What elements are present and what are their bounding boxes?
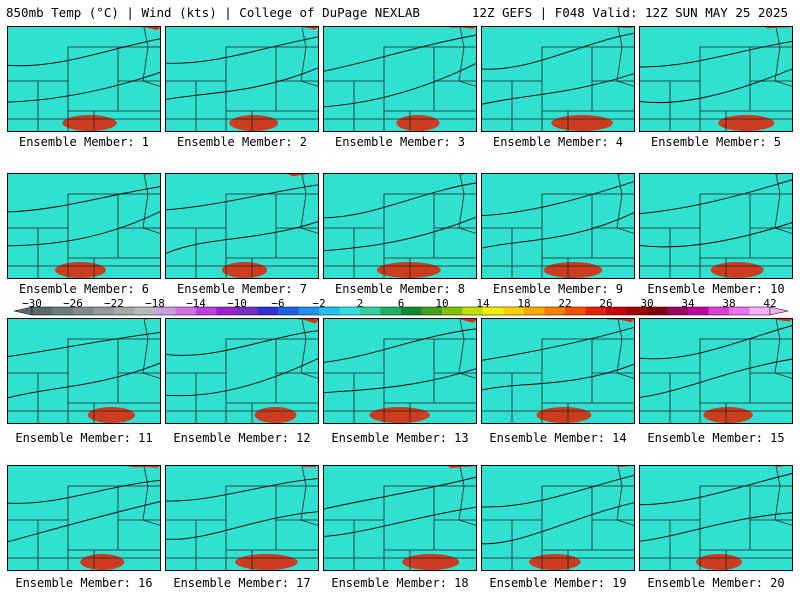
ensemble-member-label: Ensemble Member: 16 bbox=[15, 576, 153, 590]
colorbar-segment bbox=[237, 307, 258, 315]
ensemble-member-label: Ensemble Member: 20 bbox=[647, 576, 785, 590]
colorbar-tick-label: 26 bbox=[599, 297, 613, 310]
ensemble-member-map bbox=[323, 173, 477, 279]
ensemble-member-label: Ensemble Member: 8 bbox=[334, 282, 466, 296]
colorbar-tick-label: 34 bbox=[681, 297, 695, 310]
colorbar-segment bbox=[360, 307, 381, 315]
temperature-colorbar bbox=[13, 306, 789, 316]
ensemble-member-map bbox=[481, 26, 635, 132]
colorbar-segment bbox=[585, 307, 607, 315]
ensemble-member-map bbox=[481, 318, 635, 424]
ensemble-member-label: Ensemble Member: 1 bbox=[18, 135, 150, 149]
colorbar-segment bbox=[729, 307, 750, 315]
colorbar-segment bbox=[524, 307, 545, 315]
ensemble-member-label: Ensemble Member: 3 bbox=[334, 135, 466, 149]
ensemble-member-map bbox=[7, 318, 161, 424]
ensemble-member-map bbox=[639, 173, 793, 279]
ensemble-member-map bbox=[7, 26, 161, 132]
ensemble-member-label: Ensemble Member: 14 bbox=[489, 431, 627, 445]
ensemble-member-map bbox=[481, 173, 635, 279]
colorbar-tick-label: −10 bbox=[227, 297, 247, 310]
colorbar-segment bbox=[155, 307, 176, 315]
colorbar-tick-label: 6 bbox=[397, 297, 405, 310]
ensemble-member-map bbox=[165, 318, 319, 424]
colorbar-tick-label: −26 bbox=[63, 297, 83, 310]
colorbar-tick-label: 42 bbox=[763, 297, 777, 310]
ensemble-member-map bbox=[639, 26, 793, 132]
ensemble-member-map bbox=[323, 318, 477, 424]
colorbar-segment bbox=[749, 307, 771, 315]
colorbar-tick-label: 22 bbox=[558, 297, 572, 310]
colorbar-segment bbox=[93, 307, 115, 315]
ensemble-member-label: Ensemble Member: 9 bbox=[492, 282, 624, 296]
ensemble-member-map bbox=[7, 173, 161, 279]
colorbar-segment bbox=[606, 307, 627, 315]
colorbar-right-arrow bbox=[769, 306, 789, 316]
colorbar-segment bbox=[503, 307, 525, 315]
colorbar-segment bbox=[319, 307, 340, 315]
ensemble-member-label: Ensemble Member: 15 bbox=[647, 431, 785, 445]
colorbar-segment bbox=[442, 307, 463, 315]
colorbar-tick-label: −14 bbox=[186, 297, 206, 310]
colorbar-tick-label: 18 bbox=[517, 297, 531, 310]
colorbar-segment bbox=[380, 307, 402, 315]
ensemble-member-map bbox=[165, 26, 319, 132]
colorbar-tick-label: −22 bbox=[104, 297, 124, 310]
ensemble-member-label: Ensemble Member: 4 bbox=[492, 135, 624, 149]
colorbar-segment bbox=[216, 307, 238, 315]
colorbar-segment bbox=[483, 307, 504, 315]
ensemble-member-label: Ensemble Member: 11 bbox=[15, 431, 153, 445]
colorbar-segment bbox=[278, 307, 299, 315]
ensemble-member-map bbox=[323, 465, 477, 571]
colorbar-segment bbox=[257, 307, 279, 315]
colorbar-segment bbox=[73, 307, 94, 315]
colorbar-segment bbox=[114, 307, 135, 315]
colorbar-tick-label: 30 bbox=[640, 297, 654, 310]
colorbar-tick-label: 10 bbox=[435, 297, 449, 310]
colorbar-segment bbox=[544, 307, 566, 315]
colorbar-segment bbox=[688, 307, 709, 315]
colorbar-segment bbox=[708, 307, 730, 315]
header-title: 850mb Temp (°C) | Wind (kts) | College o… bbox=[6, 5, 420, 20]
ensemble-member-label: Ensemble Member: 2 bbox=[176, 135, 308, 149]
ensemble-member-label: Ensemble Member: 6 bbox=[18, 282, 150, 296]
colorbar-segment bbox=[667, 307, 689, 315]
ensemble-member-label: Ensemble Member: 19 bbox=[489, 576, 627, 590]
ensemble-member-map bbox=[323, 26, 477, 132]
colorbar-segment bbox=[626, 307, 648, 315]
ensemble-member-map bbox=[7, 465, 161, 571]
ensemble-member-label: Ensemble Member: 7 bbox=[176, 282, 308, 296]
ensemble-member-label: Ensemble Member: 13 bbox=[331, 431, 469, 445]
colorbar-tick-label: 38 bbox=[722, 297, 736, 310]
colorbar-segment bbox=[421, 307, 443, 315]
colorbar-tick-label: 2 bbox=[356, 297, 364, 310]
colorbar-segment bbox=[565, 307, 586, 315]
colorbar-segment bbox=[298, 307, 320, 315]
colorbar-segment bbox=[196, 307, 217, 315]
ensemble-member-map bbox=[165, 465, 319, 571]
colorbar-tick-label: −6 bbox=[271, 297, 285, 310]
ensemble-member-label: Ensemble Member: 18 bbox=[331, 576, 469, 590]
colorbar-segment bbox=[52, 307, 74, 315]
ensemble-member-map bbox=[639, 318, 793, 424]
colorbar-segment bbox=[401, 307, 422, 315]
ensemble-member-map bbox=[165, 173, 319, 279]
colorbar-segment bbox=[175, 307, 197, 315]
colorbar-segment bbox=[339, 307, 361, 315]
colorbar-segment bbox=[647, 307, 668, 315]
colorbar-tick-label: −30 bbox=[22, 297, 42, 310]
ensemble-member-label: Ensemble Member: 12 bbox=[173, 431, 311, 445]
colorbar-tick-label: −18 bbox=[145, 297, 165, 310]
colorbar-segment bbox=[462, 307, 484, 315]
colorbar-tick-label: −2 bbox=[312, 297, 326, 310]
colorbar-segment bbox=[32, 307, 53, 315]
ensemble-member-label: Ensemble Member: 10 bbox=[647, 282, 785, 296]
colorbar-segment bbox=[134, 307, 156, 315]
ensemble-member-map bbox=[639, 465, 793, 571]
ensemble-member-map bbox=[481, 465, 635, 571]
header-run-info: 12Z GEFS | F048 Valid: 12Z SUN MAY 25 20… bbox=[471, 5, 788, 20]
ensemble-member-label: Ensemble Member: 5 bbox=[650, 135, 782, 149]
ensemble-member-label: Ensemble Member: 17 bbox=[173, 576, 311, 590]
colorbar-tick-label: 14 bbox=[476, 297, 490, 310]
